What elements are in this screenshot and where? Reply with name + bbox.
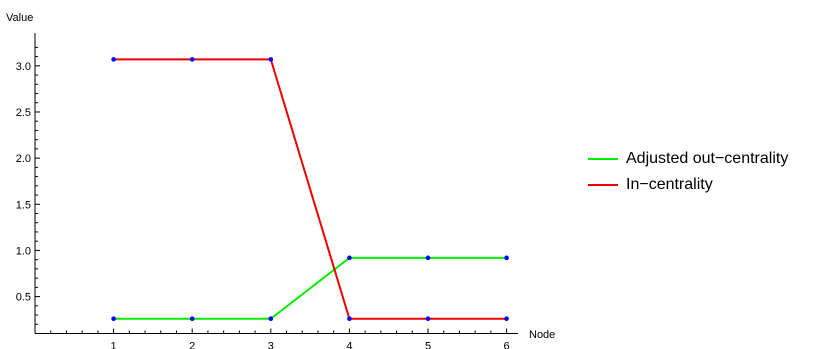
data-point-series-0 (425, 255, 431, 261)
legend-item-adjusted-out-centrality: Adjusted out−centrality (588, 146, 788, 172)
x-axis-title: Node (529, 329, 555, 341)
legend-swatch-adjusted-out-centrality (588, 158, 618, 160)
y-tick-label: 3.0 (16, 61, 31, 73)
data-point-series-1 (189, 57, 195, 62)
x-tick-label: 6 (504, 341, 510, 349)
data-point-series-1 (504, 316, 509, 322)
data-point-series-0 (268, 316, 274, 322)
y-tick-label: 0.5 (16, 292, 31, 304)
x-tick-label: 3 (268, 341, 274, 349)
series-line-0 (113, 256, 507, 320)
data-point-series-0 (111, 316, 116, 322)
y-tick-label: 1.5 (16, 199, 31, 211)
legend-swatch-in-centrality (588, 184, 618, 186)
data-point-series-1 (111, 57, 116, 62)
legend-item-in-centrality: In−centrality (588, 172, 788, 198)
legend-label-adjusted-out-centrality: Adjusted out−centrality (626, 150, 789, 167)
x-tick-label: 1 (111, 341, 117, 349)
y-axis-title: Value (6, 12, 33, 24)
data-point-series-1 (347, 316, 352, 322)
x-tick-label: 2 (189, 341, 195, 349)
data-point-series-0 (189, 316, 195, 322)
x-tick-label: 4 (346, 341, 352, 349)
x-tick-label: 5 (425, 341, 431, 349)
legend: Adjusted out−centrality In−centrality (588, 146, 788, 198)
data-point-series-1 (268, 57, 274, 62)
y-tick-label: 2.5 (16, 107, 31, 119)
series-line-1 (113, 58, 507, 320)
legend-label-in-centrality: In−centrality (626, 176, 713, 193)
data-points (111, 57, 509, 322)
data-point-series-1 (425, 316, 431, 322)
y-tick-label: 2.0 (16, 153, 31, 165)
data-point-series-0 (347, 255, 352, 261)
y-tick-label: 1.0 (16, 245, 31, 257)
series-lines (113, 58, 507, 320)
axes: 1 2 3 4 5 6 0.5 1.0 1.5 2.0 2.5 3.0 (16, 33, 518, 349)
data-point-series-0 (504, 255, 509, 261)
